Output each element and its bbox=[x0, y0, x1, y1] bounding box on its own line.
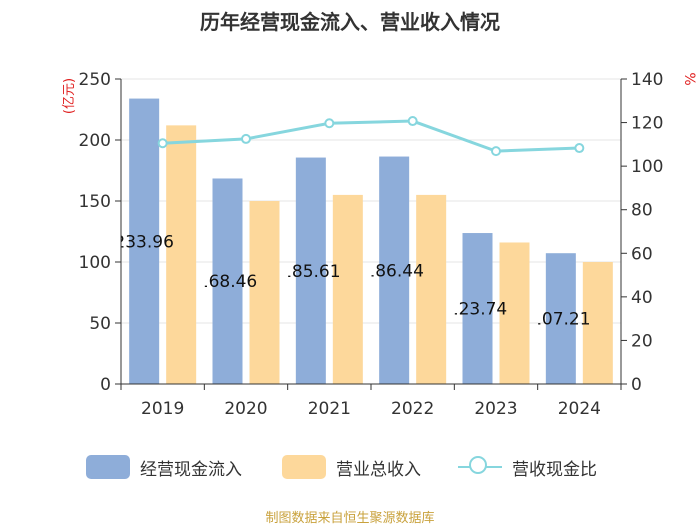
x-tick-label: 2019 bbox=[141, 399, 184, 419]
y-left-tick-label: 250 bbox=[79, 70, 111, 90]
bars bbox=[129, 98, 613, 385]
x-tick-label: 2022 bbox=[391, 399, 434, 419]
data-label-cash-inflow: 107.21 bbox=[531, 310, 590, 330]
y-right-tick-label: 40 bbox=[631, 288, 653, 308]
legend-label-cash-inflow: 经营现金流入 bbox=[140, 459, 242, 480]
bar-cash-inflow bbox=[129, 98, 160, 385]
y-right-tick-label: 140 bbox=[631, 70, 663, 90]
legend-item-cash-inflow[interactable]: 经营现金流入 bbox=[86, 452, 242, 482]
ratio-point bbox=[407, 116, 418, 127]
x-tick-label: 2024 bbox=[558, 399, 601, 419]
legend: 经营现金流入 营业总收入 营收现金比 bbox=[0, 452, 700, 482]
data-label-cash-inflow: 185.61 bbox=[281, 262, 340, 282]
y-right-tick-label: 0 bbox=[631, 375, 642, 395]
ratio-point bbox=[324, 118, 335, 129]
bar-cash-inflow bbox=[295, 157, 326, 384]
bar-cash-inflow bbox=[379, 156, 410, 384]
y-left-tick-label: 100 bbox=[79, 253, 111, 273]
bar-cash-inflow bbox=[545, 253, 576, 384]
legend-label-ratio: 营收现金比 bbox=[512, 459, 597, 480]
data-label-cash-inflow: 233.96 bbox=[114, 232, 173, 252]
bar-revenue bbox=[166, 125, 197, 385]
y-right-tick-label: 80 bbox=[631, 201, 653, 221]
y-right-tick-label: 120 bbox=[631, 114, 663, 134]
y-axis-label-left: (亿元) bbox=[62, 78, 77, 114]
y-left-tick-label: 0 bbox=[100, 375, 111, 395]
data-label-cash-inflow: 186.44 bbox=[364, 261, 423, 281]
bar-revenue bbox=[499, 242, 530, 384]
ratio-point bbox=[157, 138, 168, 149]
footer-source: 制图数据来自恒生聚源数据库 bbox=[265, 511, 435, 526]
data-label-cash-inflow: 123.74 bbox=[448, 300, 507, 320]
ratio-point bbox=[241, 133, 251, 144]
bar-revenue bbox=[582, 262, 613, 384]
y-axis-label-right: % bbox=[681, 72, 697, 85]
legend-swatch-revenue bbox=[282, 455, 326, 479]
y-left-tick-label: 150 bbox=[79, 192, 111, 212]
x-tick-label: 2020 bbox=[224, 399, 267, 419]
y-left-tick-label: 200 bbox=[79, 131, 111, 151]
y-right-tick-label: 100 bbox=[631, 157, 663, 177]
bar-revenue bbox=[416, 194, 447, 384]
bar-revenue bbox=[332, 194, 363, 384]
bar-cash-inflow bbox=[462, 233, 493, 384]
legend-swatch-cash-inflow bbox=[86, 455, 130, 479]
data-label-cash-inflow: 168.46 bbox=[198, 272, 257, 292]
ratio-point bbox=[574, 143, 585, 154]
chart-canvas: 233.96 168.46 185.61 186.44 123.74 107.21 0 50… bbox=[62, 70, 697, 419]
data-labels: 233.96 168.46 185.61 186.44 123.74 107.21 bbox=[114, 232, 591, 330]
x-tick-label: 2023 bbox=[474, 399, 517, 419]
x-tick-label: 2021 bbox=[308, 399, 351, 419]
legend-item-revenue[interactable]: 营业总收入 bbox=[282, 452, 421, 482]
ratio-point bbox=[491, 146, 501, 157]
legend-label-revenue: 营业总收入 bbox=[336, 459, 421, 480]
axes: 0 50 100 150 200 250 0 20 40 60 80 100 120 140 2019 202… bbox=[79, 70, 664, 419]
legend-item-ratio[interactable]: 营收现金比 bbox=[458, 452, 597, 482]
y-left-tick-label: 50 bbox=[89, 314, 111, 334]
ratio-line-path bbox=[162, 119, 580, 153]
bar-cash-inflow bbox=[212, 178, 243, 384]
legend-swatch-ratio bbox=[458, 455, 502, 479]
bar-revenue bbox=[249, 201, 280, 384]
ratio-line bbox=[157, 116, 585, 157]
chart-title: 历年经营现金流入、营业收入情况 bbox=[200, 10, 500, 34]
y-right-tick-label: 60 bbox=[631, 244, 653, 264]
y-right-tick-label: 20 bbox=[631, 331, 653, 351]
